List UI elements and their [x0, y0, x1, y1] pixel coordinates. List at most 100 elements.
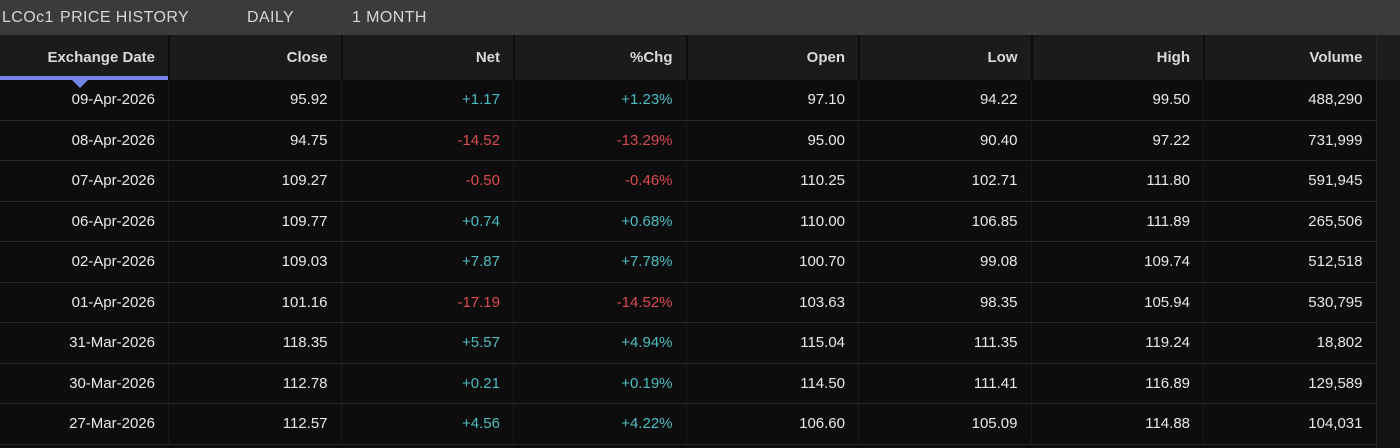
table-row[interactable]: 08-Apr-2026 94.75 -14.52 -13.29% 95.00 9… — [0, 120, 1376, 161]
column-header-open[interactable]: Open — [685, 35, 859, 80]
table-row[interactable]: 01-Apr-2026 101.16 -17.19 -14.52% 103.63… — [0, 282, 1376, 323]
table-header-row: Exchange Date Close Net %Chg Open Low Hi… — [0, 35, 1376, 88]
cell-open: 100.70 — [685, 242, 859, 282]
cell-high: 119.24 — [1030, 323, 1204, 363]
cell-pctchg: +1.23% — [513, 80, 686, 120]
cell-low: 105.09 — [858, 404, 1031, 444]
cell-pctchg: -14.52% — [513, 282, 686, 322]
cell-net: -14.52 — [340, 120, 514, 160]
cell-low: 98.35 — [858, 282, 1031, 322]
table-row[interactable]: 31-Mar-2026 118.35 +5.57 +4.94% 115.04 1… — [0, 323, 1376, 364]
cell-net: +1.17 — [340, 80, 514, 120]
cell-net: +0.21 — [340, 363, 514, 403]
column-header-low[interactable]: Low — [858, 35, 1031, 80]
table-row[interactable]: 30-Mar-2026 112.78 +0.21 +0.19% 114.50 1… — [0, 363, 1376, 404]
table-row[interactable]: 02-Apr-2026 109.03 +7.87 +7.78% 100.70 9… — [0, 242, 1376, 283]
cell-close: 112.57 — [168, 404, 341, 444]
column-header-volume[interactable]: Volume — [1203, 35, 1376, 80]
column-header-label: Volume — [1309, 49, 1363, 66]
cell-net: +4.56 — [340, 404, 514, 444]
cell-pctchg: +0.19% — [513, 363, 686, 403]
cell-volume: 18,802 — [1203, 323, 1376, 363]
cell-open: 106.60 — [685, 404, 859, 444]
cell-high: 97.22 — [1030, 120, 1204, 160]
column-header-label: Net — [475, 49, 500, 66]
cell-exchange-date: 31-Mar-2026 — [69, 334, 155, 352]
cell-volume: 488,290 — [1203, 80, 1376, 120]
cell-close: 95.92 — [168, 80, 341, 120]
cell-exchange-date: 08-Apr-2026 — [71, 131, 155, 149]
column-header-label: Low — [987, 49, 1018, 66]
cell-volume: 591,945 — [1203, 161, 1376, 201]
column-header-close[interactable]: Close — [168, 35, 341, 80]
column-header-net[interactable]: Net — [340, 35, 514, 80]
cell-pctchg: -0.46% — [513, 161, 686, 201]
cell-volume: 104,031 — [1203, 404, 1376, 444]
column-header-label: High — [1156, 49, 1190, 66]
cell-open: 115.04 — [685, 323, 859, 363]
cell-close: 109.27 — [168, 161, 341, 201]
table-row[interactable]: 07-Apr-2026 109.27 -0.50 -0.46% 110.25 1… — [0, 161, 1376, 202]
cell-low: 102.71 — [858, 161, 1031, 201]
scrollbar-track[interactable] — [1376, 35, 1400, 448]
instrument-symbol: LCOc1 — [2, 9, 54, 26]
titlebar: LCOc1 PRICE HISTORY DAILY 1 MONTH — [0, 0, 1400, 35]
cell-exchange-date: 01-Apr-2026 — [71, 293, 155, 311]
cell-close: 101.16 — [168, 282, 341, 322]
sort-descending-caret-icon — [72, 80, 88, 88]
cell-open: 110.00 — [685, 201, 859, 241]
sort-active-underline — [0, 76, 168, 80]
table-row[interactable]: 09-Apr-2026 95.92 +1.17 +1.23% 97.10 94.… — [0, 80, 1376, 121]
cell-open: 114.50 — [685, 363, 859, 403]
cell-net: +7.87 — [340, 242, 514, 282]
cell-volume: 530,795 — [1203, 282, 1376, 322]
cell-pctchg: +0.68% — [513, 201, 686, 241]
cell-pctchg: +4.22% — [513, 404, 686, 444]
column-header-label: Exchange Date — [47, 49, 155, 66]
cell-close: 112.78 — [168, 363, 341, 403]
table-row[interactable]: 06-Apr-2026 109.77 +0.74 +0.68% 110.00 1… — [0, 201, 1376, 242]
frequency-selector[interactable]: DAILY — [247, 9, 295, 26]
cell-pctchg: +7.78% — [513, 242, 686, 282]
column-header-exchange-date[interactable]: Exchange Date — [0, 35, 168, 88]
cell-high: 109.74 — [1030, 242, 1204, 282]
cell-exchange-date: 07-Apr-2026 — [71, 172, 155, 190]
cell-open: 110.25 — [685, 161, 859, 201]
cell-pctchg: +4.94% — [513, 323, 686, 363]
cell-open: 95.00 — [685, 120, 859, 160]
cell-high: 111.80 — [1030, 161, 1204, 201]
cell-open: 97.10 — [685, 80, 859, 120]
cell-net: -17.19 — [340, 282, 514, 322]
table-body: 09-Apr-2026 95.92 +1.17 +1.23% 97.10 94.… — [0, 80, 1376, 445]
cell-high: 99.50 — [1030, 80, 1204, 120]
page-title: PRICE HISTORY — [60, 9, 190, 26]
cell-volume: 265,506 — [1203, 201, 1376, 241]
range-selector[interactable]: 1 MONTH — [352, 9, 427, 26]
cell-exchange-date: 30-Mar-2026 — [69, 374, 155, 392]
cell-volume: 129,589 — [1203, 363, 1376, 403]
cell-low: 111.41 — [858, 363, 1031, 403]
cell-pctchg: -13.29% — [513, 120, 686, 160]
cell-exchange-date: 27-Mar-2026 — [69, 415, 155, 433]
cell-high: 116.89 — [1030, 363, 1204, 403]
cell-close: 109.77 — [168, 201, 341, 241]
cell-close: 94.75 — [168, 120, 341, 160]
cell-high: 114.88 — [1030, 404, 1204, 444]
column-header-high[interactable]: High — [1030, 35, 1204, 80]
cell-high: 111.89 — [1030, 201, 1204, 241]
table-row[interactable]: 27-Mar-2026 112.57 +4.56 +4.22% 106.60 1… — [0, 404, 1376, 445]
cell-low: 94.22 — [858, 80, 1031, 120]
cell-volume: 512,518 — [1203, 242, 1376, 282]
cell-net: +5.57 — [340, 323, 514, 363]
cell-low: 90.40 — [858, 120, 1031, 160]
cell-net: +0.74 — [340, 201, 514, 241]
cell-close: 109.03 — [168, 242, 341, 282]
cell-low: 111.35 — [858, 323, 1031, 363]
cell-low: 106.85 — [858, 201, 1031, 241]
cell-low: 99.08 — [858, 242, 1031, 282]
cell-exchange-date: 09-Apr-2026 — [71, 91, 155, 109]
scrollbar-header-cap — [1377, 35, 1400, 80]
column-header-pctchg[interactable]: %Chg — [513, 35, 686, 80]
cell-high: 105.94 — [1030, 282, 1204, 322]
cell-volume: 731,999 — [1203, 120, 1376, 160]
